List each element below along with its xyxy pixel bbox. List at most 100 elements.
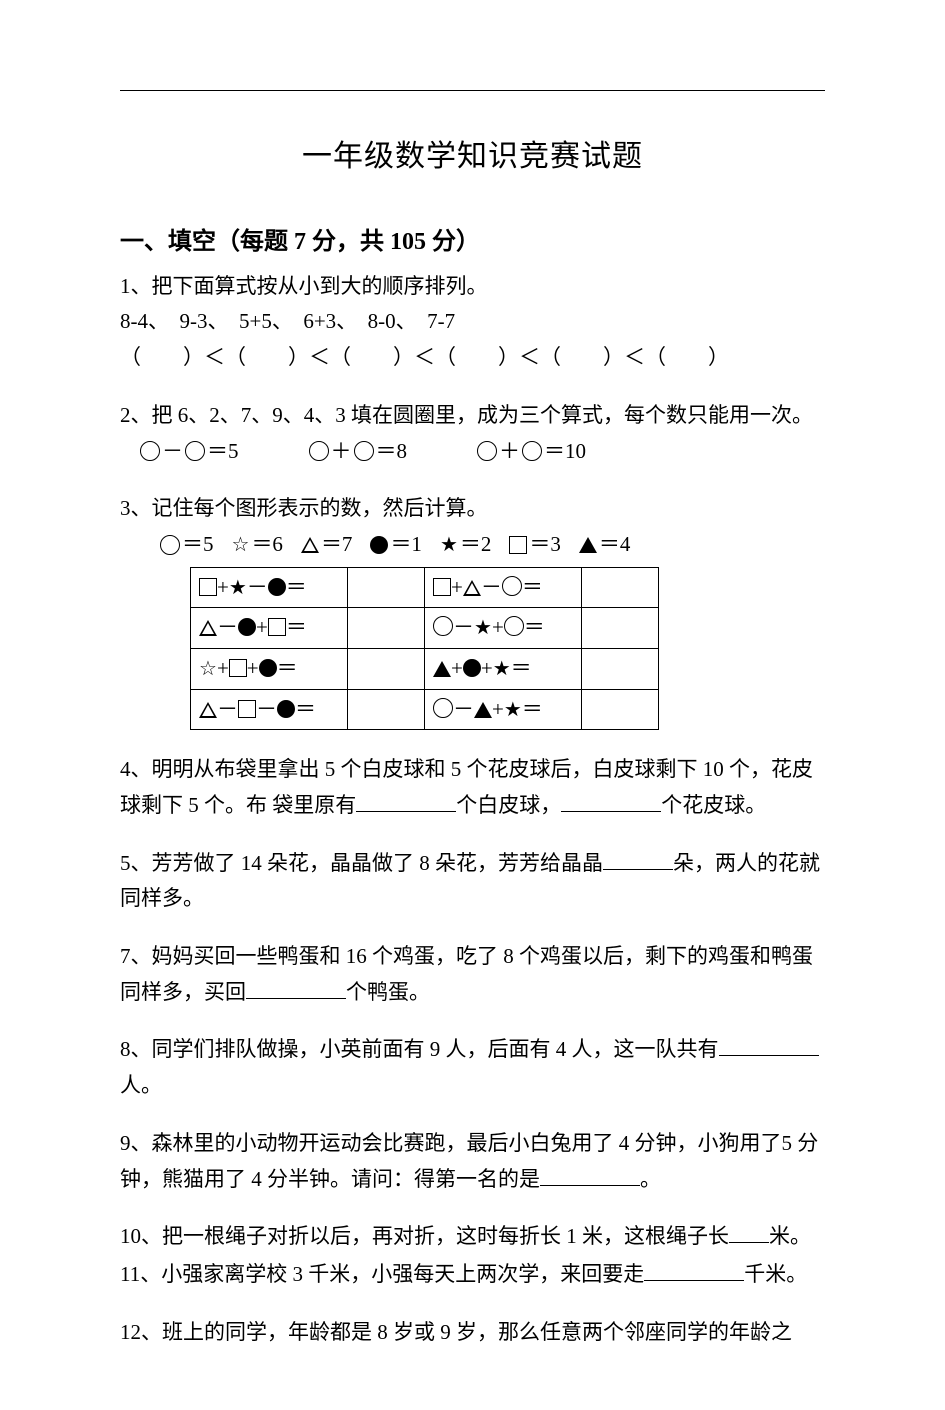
legend-circle-filled: ＝1 (370, 527, 422, 563)
q2-equations: －＝5 ＋＝8 ＋＝10 (140, 434, 825, 470)
circle-icon (354, 441, 374, 461)
circle-icon (502, 576, 522, 596)
q3-cell-r4-expr: －+★＝ (425, 689, 582, 730)
q10-number: 10、 (120, 1224, 162, 1248)
star-solid-icon: ★ (440, 528, 458, 562)
q3-cell-l1-ans (348, 567, 425, 608)
q11-text-b: 千米。 (744, 1262, 807, 1286)
q3-number: 3、 (120, 496, 152, 520)
square-icon (199, 578, 217, 596)
circle-filled-icon (463, 659, 481, 677)
square-icon (509, 536, 527, 554)
table-row: －+＝ －★+＝ (191, 608, 659, 649)
table-row: +★－＝ +－＝ (191, 567, 659, 608)
star-solid-icon: ★ (474, 617, 492, 639)
legend-circle-filled-val: ＝1 (390, 527, 422, 563)
circle-icon (522, 441, 542, 461)
q10-text-a: 把一根绳子对折以后，再对折，这时每折长 1 米，这根绳子长 (162, 1224, 729, 1248)
q9-text-a: 森林里的小动物开运动会比赛跑，最后小白兔用了 4 分钟，小狗用了5 分钟，熊猫用… (120, 1131, 818, 1191)
question-8: 8、同学们排队做操，小英前面有 9 人，后面有 4 人，这一队共有人。 (120, 1032, 825, 1103)
q4-text-c: 个花皮球。 (661, 793, 766, 817)
circle-icon (477, 441, 497, 461)
q3-cell-l3-ans (348, 648, 425, 689)
eq-sign: ＝ (286, 575, 307, 599)
square-icon (433, 578, 451, 596)
triangle-hollow-icon (301, 537, 319, 553)
q2-eq2-right: ＝8 (376, 434, 408, 470)
triangle-hollow-icon (199, 702, 217, 718)
q1-text: 把下面算式按从小到大的顺序排列。 (152, 274, 488, 298)
legend-triangle-solid: ＝4 (579, 527, 631, 563)
q2-eq2: ＋＝8 (309, 434, 408, 470)
square-icon (268, 618, 286, 636)
q2-eq3: ＋＝10 (477, 434, 586, 470)
q3-cell-l2-ans (348, 608, 425, 649)
page: 一年级数学知识竞赛试题 一、填空（每题 7 分，共 105 分） 1、把下面算式… (0, 0, 945, 1410)
question-11: 11、小强家离学校 3 千米，小强每天上两次学，来回要走 千米。 (120, 1257, 825, 1293)
q3-cell-r1-expr: +－＝ (425, 567, 582, 608)
square-icon (229, 659, 247, 677)
q2-eq1-right: ＝5 (207, 434, 239, 470)
top-rule (120, 90, 825, 91)
circle-icon (309, 441, 329, 461)
section-1-heading: 一、填空（每题 7 分，共 105 分） (120, 222, 825, 263)
q2-number: 2、 (120, 403, 152, 427)
legend-star-hollow: ☆＝6 (232, 527, 283, 563)
q2-eq1: －＝5 (140, 434, 239, 470)
question-10: 10、把一根绳子对折以后，再对折，这时每折长 1 米，这根绳子长米。 (120, 1219, 825, 1255)
blank (246, 977, 346, 999)
question-9: 9、森林里的小动物开运动会比赛跑，最后小白兔用了 4 分钟，小狗用了5 分钟，熊… (120, 1126, 825, 1197)
circle-filled-icon (268, 578, 286, 596)
circle-icon (160, 535, 180, 555)
question-12: 12、班上的同学，年龄都是 8 岁或 9 岁，那么任意两个邻座同学的年龄之 (120, 1315, 825, 1351)
triangle-solid-icon (433, 661, 451, 677)
legend-tri-hollow-val: ＝7 (321, 527, 353, 563)
q3-legend: ＝5 ☆＝6 ＝7 ＝1 ★＝2 ＝3 ＝4 (160, 527, 825, 563)
q2-eq3-op: ＋ (499, 434, 520, 470)
triangle-solid-icon (579, 537, 597, 553)
blank (603, 848, 673, 870)
circle-filled-icon (370, 536, 388, 554)
q3-cell-r4-ans (582, 689, 659, 730)
triangle-solid-icon (474, 702, 492, 718)
q1-number: 1、 (120, 274, 152, 298)
eq-sign: ＝ (277, 656, 298, 680)
question-4: 4、明明从布袋里拿出 5 个白皮球和 5 个花皮球后，白皮球剩下 10 个，花皮… (120, 752, 825, 823)
triangle-hollow-icon (199, 620, 217, 636)
q3-cell-l3-expr: ☆++＝ (191, 648, 348, 689)
q7-text-a: 妈妈买回一些鸭蛋和 16 个鸡蛋，吃了 8 个鸡蛋以后，剩下的鸡蛋和鸭蛋同样多，… (120, 944, 813, 1004)
circle-icon (433, 698, 453, 718)
question-5: 5、芳芳做了 14 朵花，晶晶做了 8 朵花，芳芳给晶晶朵，两人的花就同样多。 (120, 846, 825, 917)
q3-cell-r2-expr: －★+＝ (425, 608, 582, 649)
circle-icon (504, 616, 524, 636)
circle-filled-icon (238, 618, 256, 636)
square-icon (238, 700, 256, 718)
q3-text: 记住每个图形表示的数，然后计算。 (152, 496, 488, 520)
q8-text-a: 同学们排队做操，小英前面有 9 人，后面有 4 人，这一队共有 (152, 1037, 719, 1061)
blank (729, 1221, 769, 1243)
q11-text-a: 小强家离学校 3 千米，小强每天上两次学，来回要走 (161, 1262, 644, 1286)
star-hollow-icon: ☆ (199, 658, 217, 680)
question-7: 7、妈妈买回一些鸭蛋和 16 个鸡蛋，吃了 8 个鸡蛋以后，剩下的鸡蛋和鸭蛋同样… (120, 939, 825, 1010)
q3-cell-l4-expr: －－＝ (191, 689, 348, 730)
q12-number: 12、 (120, 1320, 162, 1344)
legend-square: ＝3 (509, 527, 561, 563)
star-solid-icon: ★ (504, 699, 522, 721)
legend-tri-solid-val: ＝4 (599, 527, 631, 563)
q1-expressions: 8-4、 9-3、 5+5、 6+3、 8-0、 7-7 (120, 309, 455, 333)
eq-sign: ＝ (511, 656, 532, 680)
q11-number: 11、 (120, 1262, 161, 1286)
eq-sign: ＝ (524, 615, 545, 639)
q5-text-a: 芳芳做了 14 朵花，晶晶做了 8 朵花，芳芳给晶晶 (152, 851, 604, 875)
legend-triangle-hollow: ＝7 (301, 527, 353, 563)
blank (644, 1259, 744, 1281)
table-row: －－＝ －+★＝ (191, 689, 659, 730)
q3-cell-l4-ans (348, 689, 425, 730)
eq-sign: ＝ (295, 697, 316, 721)
star-hollow-icon: ☆ (232, 528, 250, 562)
question-2: 2、把 6、2、7、9、4、3 填在圆圈里，成为三个算式，每个数只能用一次。 －… (120, 398, 825, 469)
question-1: 1、把下面算式按从小到大的顺序排列。 8-4、 9-3、 5+5、 6+3、 8… (120, 269, 825, 376)
q7-text-b: 个鸭蛋。 (346, 980, 430, 1004)
q3-cell-l2-expr: －+＝ (191, 608, 348, 649)
page-title: 一年级数学知识竞赛试题 (120, 131, 825, 182)
